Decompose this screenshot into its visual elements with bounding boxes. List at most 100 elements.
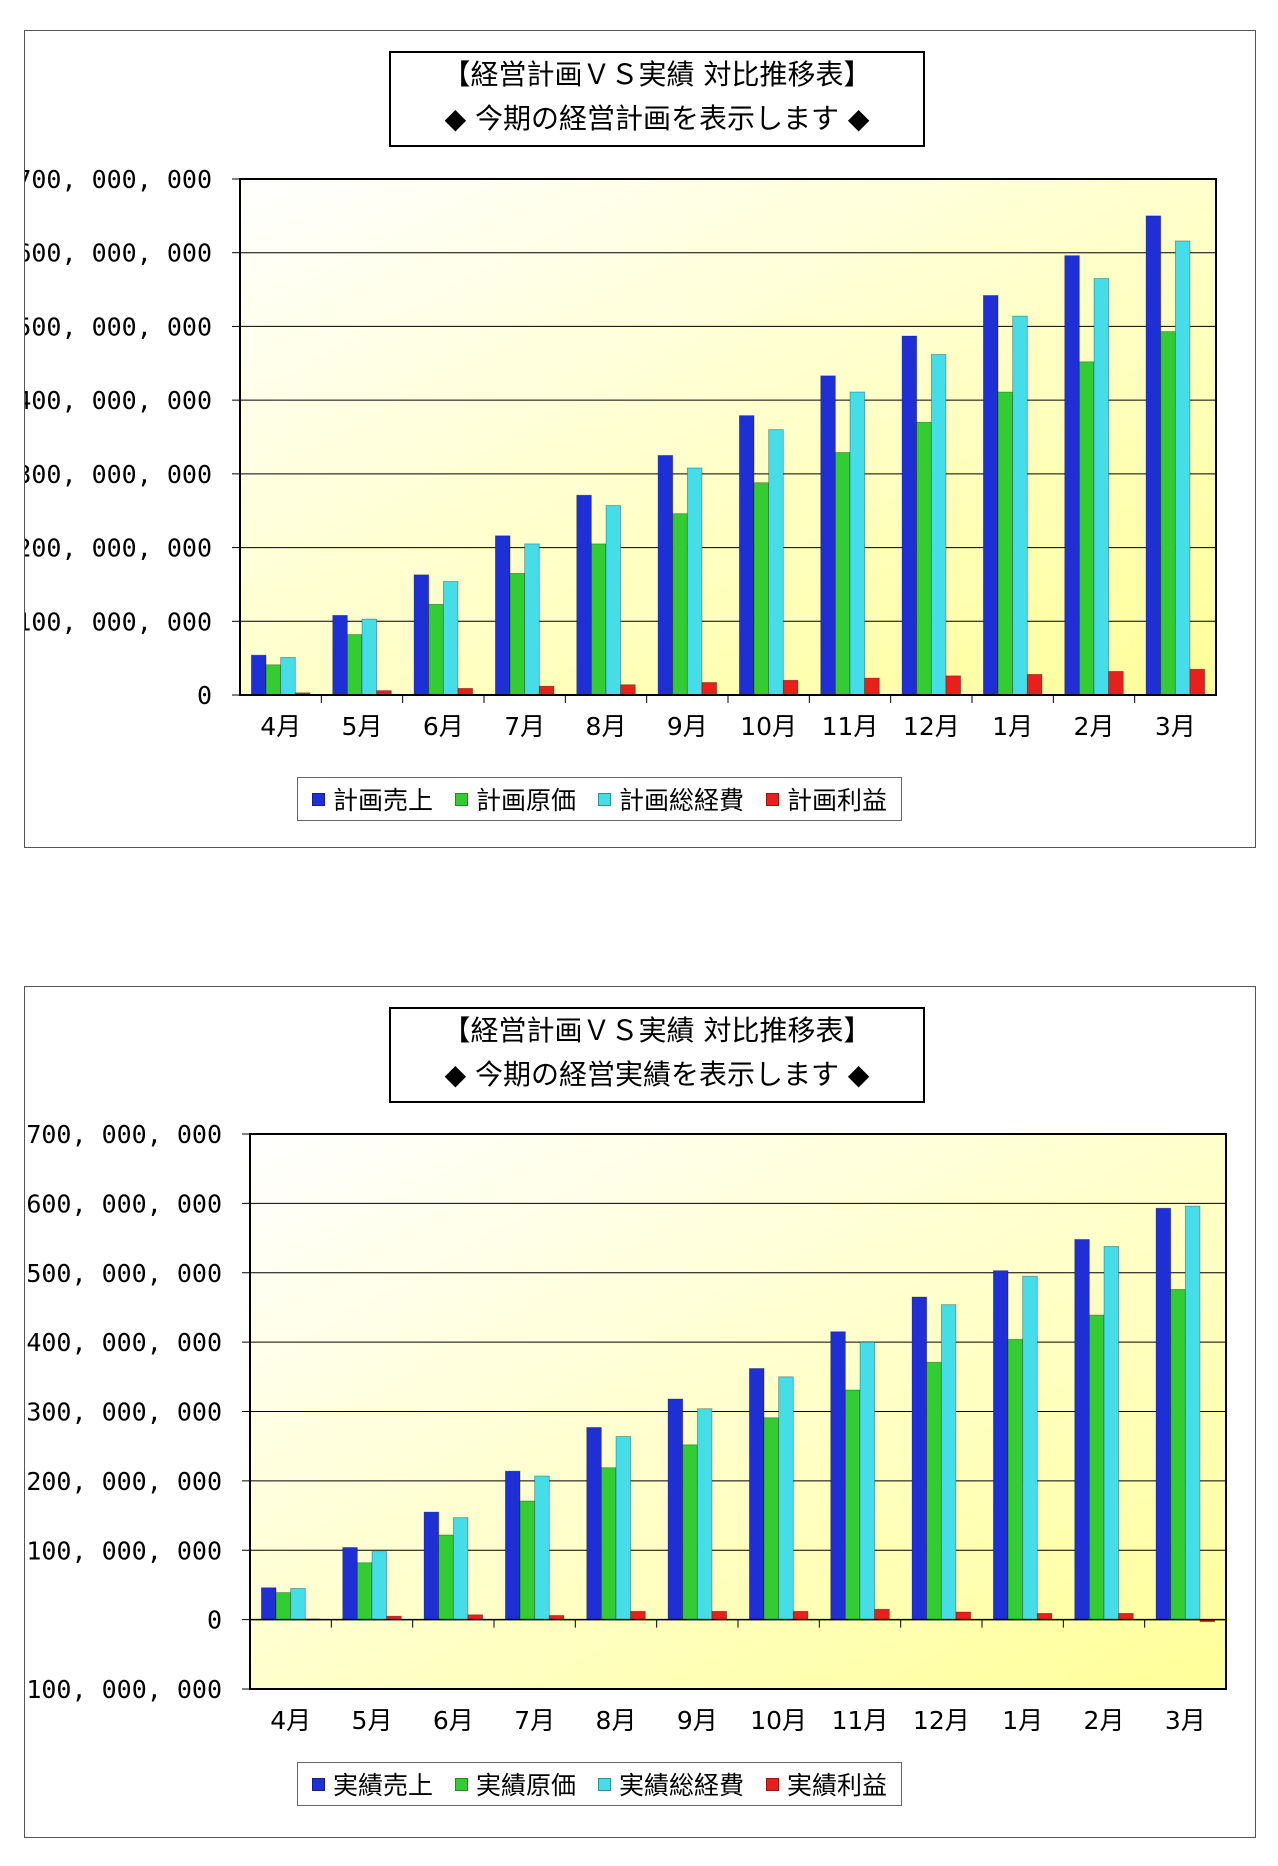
bar [830, 1331, 846, 1621]
bar [538, 685, 555, 696]
chart-title-line-2: ◆ 今期の経営実績を表示します ◆ [444, 1058, 870, 1091]
bar [615, 1436, 632, 1621]
legend-swatch [598, 1777, 612, 1791]
y-tick-label: 0 [207, 1606, 222, 1635]
x-tick-label: 5月 [342, 712, 383, 741]
bar [250, 654, 267, 696]
x-tick-label: 12月 [903, 712, 960, 741]
bar [982, 295, 999, 696]
plan-legend: 計画売上 計画原価 計画総経費 計画利益 [297, 777, 903, 821]
bar [682, 1444, 698, 1621]
bar [280, 657, 296, 696]
bar [1174, 240, 1191, 696]
legend-item-actual-cost: 実績原価 [455, 1766, 576, 1802]
legend-item-actual-profit: 実績利益 [766, 1766, 887, 1802]
chart-title: 【経営計画ＶＳ実績 対比推移表】 ◆ 今期の経営実績を表示します ◆ [389, 1007, 925, 1103]
bar [657, 455, 674, 696]
y-tick-label: 100, 000, 000 [26, 1536, 222, 1565]
bar [1078, 361, 1095, 696]
legend-label: 実績利益 [787, 1771, 888, 1800]
bar [494, 535, 511, 696]
legend-item-plan-cost: 計画原価 [455, 781, 576, 817]
legend-swatch [455, 792, 469, 806]
x-tick-label: 11月 [822, 712, 879, 741]
bar [778, 1376, 794, 1621]
bar [686, 467, 703, 696]
bar [361, 618, 378, 696]
x-tick-label: 12月 [913, 1706, 970, 1735]
bar [586, 1427, 602, 1621]
bar [1088, 1314, 1105, 1621]
legend-label: 計画利益 [787, 786, 888, 815]
x-tick-label: 5月 [352, 1706, 393, 1735]
y-tick-label: 700, 000, 000 [25, 165, 212, 194]
bar [1064, 255, 1080, 696]
legend-label: 計画総経費 [619, 786, 745, 815]
x-tick-label: 2月 [1084, 1706, 1125, 1735]
y-tick-label: 200, 000, 000 [26, 1467, 222, 1496]
bar [940, 1304, 957, 1621]
bar [792, 1610, 809, 1621]
bar [844, 1389, 861, 1621]
bar [849, 391, 866, 696]
bar [1026, 673, 1043, 696]
bar [782, 679, 799, 696]
bar [864, 677, 880, 696]
bar [1170, 1288, 1186, 1621]
bar [630, 1610, 646, 1621]
plan-chart-svg: 0 100, 000, 000 200, 000, 000 300, 000, 000… [25, 165, 1217, 741]
legend-swatch [598, 792, 612, 806]
actual-chart-svg: -100, 000, 000 0 100, 000, 000 200, 000, 00… [25, 1120, 1227, 1735]
chart-title-line-1: 【経営計画ＶＳ実績 対比推移表】 [442, 1014, 872, 1047]
bar [524, 543, 540, 696]
bar [667, 1398, 684, 1621]
x-tick-label: 4月 [260, 712, 301, 741]
x-tick-label: 8月 [586, 712, 627, 741]
bar [834, 452, 851, 696]
bar [1012, 315, 1028, 696]
bar [442, 581, 459, 696]
bar [1155, 1207, 1172, 1621]
plot-border [249, 1133, 1227, 1690]
legend-swatch [455, 1777, 469, 1791]
x-tick-label: 7月 [514, 1706, 555, 1735]
bar [504, 1470, 521, 1621]
x-tick-label: 8月 [596, 1706, 637, 1735]
bar [1022, 1275, 1038, 1621]
bar [926, 1361, 942, 1621]
bar [438, 1534, 454, 1621]
y-tick-label: 0 [197, 681, 212, 710]
legend-item-plan-sales: 計画売上 [312, 781, 433, 817]
bar [901, 335, 918, 696]
bar [701, 682, 718, 696]
bar [275, 1592, 292, 1621]
x-tick-label: 6月 [423, 712, 464, 741]
legend-item-actual-sales: 実績売上 [312, 1766, 433, 1802]
bar [738, 415, 755, 696]
bar [332, 614, 348, 696]
bar [600, 1467, 617, 1621]
bar [1074, 1239, 1090, 1621]
bar [1093, 278, 1110, 696]
bar [711, 1610, 728, 1621]
plot-border [239, 178, 1217, 696]
bar [672, 513, 688, 696]
legend-swatch [766, 1777, 780, 1791]
bar [1184, 1205, 1201, 1621]
y-tick-label: 100, 000, 000 [25, 607, 212, 636]
x-tick-label: 3月 [1155, 712, 1196, 741]
bar [423, 1511, 440, 1621]
y-tick-label: 200, 000, 000 [25, 534, 212, 563]
bar [1036, 1612, 1053, 1621]
chart-title: 【経営計画ＶＳ実績 対比推移表】 ◆ 今期の経営計画を表示します ◆ [389, 51, 925, 147]
x-tick-label: 11月 [832, 1706, 889, 1735]
legend-swatch [312, 1777, 325, 1791]
x-tick-label: 10月 [740, 712, 797, 741]
bar [371, 1551, 388, 1621]
y-tick-label: 500, 000, 000 [25, 312, 212, 341]
actual-chart: 【経営計画ＶＳ実績 対比推移表】 ◆ 今期の経営実績を表示します ◆ -100,… [24, 986, 1256, 1838]
x-tick-label: 7月 [504, 712, 545, 741]
x-tick-label: 9月 [667, 712, 708, 741]
x-tick-label: 2月 [1074, 712, 1115, 741]
y-tick-label: 600, 000, 000 [26, 1189, 222, 1218]
